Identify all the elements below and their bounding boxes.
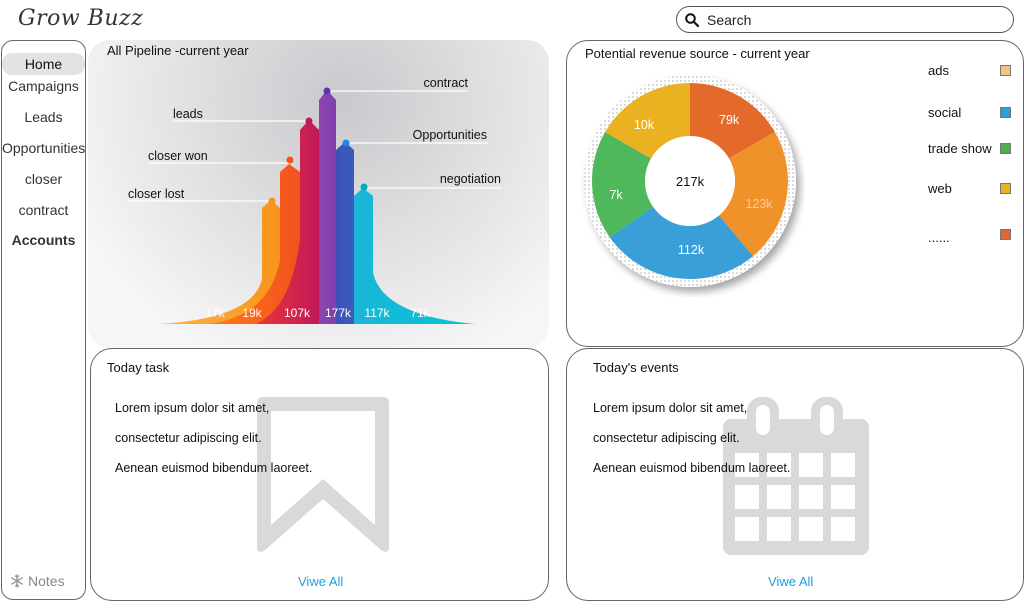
pipeline-peak-leads — [256, 120, 319, 324]
peak-dot-closer-won — [286, 156, 294, 164]
slice-label-2: 123k — [745, 197, 773, 211]
donut-slice — [592, 132, 654, 238]
task-title: Today task — [107, 360, 170, 375]
notes-link[interactable]: Notes — [10, 573, 65, 589]
search-bar[interactable] — [676, 6, 1014, 33]
events-title: Today's events — [593, 360, 679, 375]
pipeline-label-closer-lost: closer lost — [128, 187, 185, 201]
pipeline-title: All Pipeline -current year — [107, 43, 249, 58]
legend-label-more: ...... — [928, 230, 950, 245]
search-icon — [685, 12, 699, 27]
pipeline-value-2: 19k — [242, 306, 262, 320]
legend-swatch-trade-show — [1000, 143, 1011, 154]
task-line: Aenean euismod bibendum laoreet. — [115, 461, 313, 475]
revenue-panel: Potential revenue source - current year … — [566, 40, 1024, 347]
app-logo: Grow Buzz — [18, 6, 143, 31]
peak-dot-contract — [323, 87, 331, 95]
peak-dot-closer-lost — [268, 197, 276, 205]
pipeline-peak-closer-won — [210, 164, 300, 324]
pipeline-chart: contract leads Opportunities closer won … — [128, 76, 502, 324]
notes-label: Notes — [28, 573, 65, 589]
peak-dot-opportunities — [342, 139, 350, 147]
donut-slice — [609, 206, 753, 279]
sidebar-item-accounts[interactable]: Accounts — [11, 232, 76, 248]
sidebar-item-opportunities[interactable]: Opportunities — [2, 140, 86, 156]
pipeline-label-opportunities: Opportunities — [413, 128, 487, 142]
legend-swatch-more — [1000, 229, 1011, 240]
task-view-all-link[interactable]: Viwe All — [298, 574, 344, 589]
sidebar-item-contract[interactable]: contract — [18, 202, 69, 218]
pipeline-value-4: 177k — [325, 306, 352, 320]
peak-dot-leads — [305, 117, 313, 125]
pipeline-value-6: 71k — [410, 306, 430, 320]
events-text: Lorem ipsum dolor sit amet, consectetur … — [593, 393, 790, 483]
revenue-donut-chart: 217k 79k 123k 112k 7k 10k — [584, 75, 796, 287]
slice-label-1: 79k — [719, 113, 740, 127]
pipeline-value-5: 117k — [364, 306, 390, 320]
today-events-panel: Today's events Lorem ipsum dolor sit ame… — [566, 348, 1024, 601]
legend-swatch-web — [1000, 183, 1011, 194]
donut-slice — [718, 132, 788, 257]
pipeline-label-negotiation: negotiation — [440, 172, 501, 186]
task-line: consectetur adipiscing elit. — [115, 431, 262, 445]
sidebar-item-leads[interactable]: Leads — [24, 109, 63, 125]
bookmark-icon — [257, 397, 389, 552]
legend-label-social: social — [928, 105, 962, 120]
event-line: consectetur adipiscing elit. — [593, 431, 740, 445]
pipeline-peak-negotiation — [354, 188, 476, 324]
search-input[interactable] — [705, 10, 999, 29]
pipeline-value-1: 17k — [205, 306, 225, 320]
task-line: Lorem ipsum dolor sit amet, — [115, 401, 270, 415]
event-line: Aenean euismod bibendum laoreet. — [593, 461, 791, 475]
pipeline-panel: All Pipeline -current year — [88, 40, 549, 348]
events-view-all-link[interactable]: Viwe All — [768, 574, 814, 589]
slice-label-3: 112k — [678, 243, 705, 257]
legend-swatch-social — [1000, 107, 1011, 118]
pipeline-peak-contract — [319, 90, 380, 324]
legend-label-web: web — [928, 181, 952, 196]
pipeline-label-leads: leads — [173, 107, 203, 121]
peak-dot-negotiation — [360, 183, 368, 191]
legend-swatch-ads — [1000, 65, 1011, 76]
donut-center — [645, 136, 735, 226]
today-task-panel: Today task Lorem ipsum dolor sit amet, c… — [90, 348, 549, 601]
donut-center-value: 217k — [676, 174, 705, 189]
snowflake-icon — [11, 574, 23, 588]
sidebar-item-campaigns[interactable]: Campaigns — [8, 78, 79, 94]
pipeline-value-3: 107k — [284, 306, 311, 320]
logo-text: Grow Buzz — [18, 6, 144, 31]
task-text: Lorem ipsum dolor sit amet, consectetur … — [115, 393, 312, 483]
event-line: Lorem ipsum dolor sit amet, — [593, 401, 748, 415]
legend-label-ads: ads — [928, 63, 949, 78]
calendar-icon — [723, 397, 869, 555]
legend-label-trade-show: trade show — [928, 141, 992, 156]
sidebar: Home Campaigns Leads Opportunities close… — [1, 40, 86, 600]
revenue-title: Potential revenue source - current year — [585, 46, 810, 61]
slice-label-4: 7k — [609, 188, 623, 202]
sidebar-item-home[interactable]: Home — [2, 53, 85, 75]
pipeline-label-contract: contract — [424, 76, 469, 90]
pipeline-label-closer-won: closer won — [148, 149, 208, 163]
donut-slice — [605, 83, 690, 159]
sidebar-item-closer[interactable]: closer — [24, 171, 63, 187]
donut-slice — [690, 83, 775, 159]
slice-label-5: 10k — [634, 118, 655, 132]
